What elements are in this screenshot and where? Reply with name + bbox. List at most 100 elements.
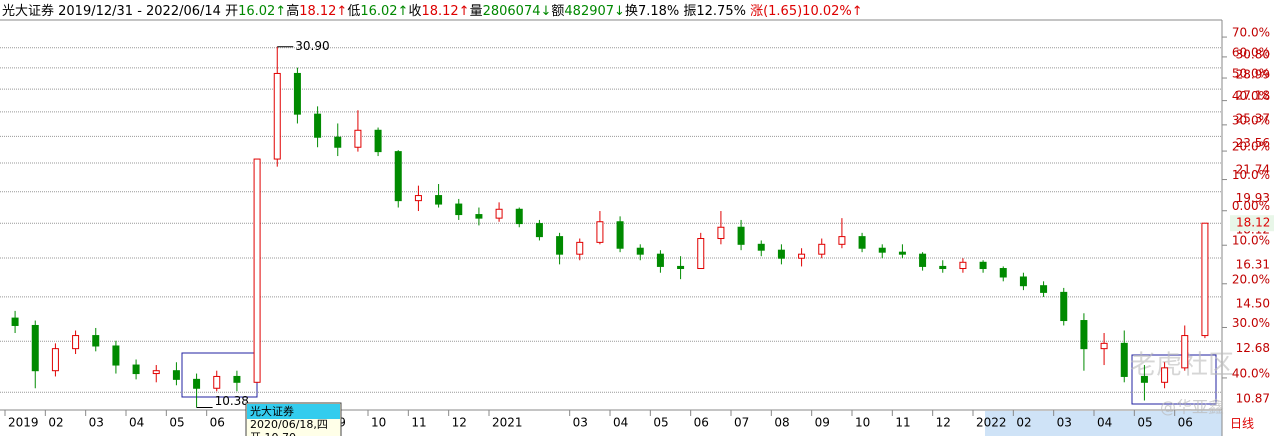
- candle-body: [193, 378, 201, 389]
- candle-body: [959, 261, 967, 270]
- x-tick-label: 12: [936, 416, 951, 430]
- max-label: 30.90: [295, 39, 329, 53]
- candle-body: [777, 249, 785, 259]
- x-tick-label: 2022: [976, 416, 1007, 430]
- candle-body: [1040, 285, 1048, 293]
- candle-body: [1100, 342, 1108, 350]
- y-tick-label: 25.37: [1236, 111, 1270, 125]
- y2-tick-label: 30.0%: [1232, 316, 1270, 330]
- candle-body: [1181, 335, 1189, 369]
- y2-tick-label: 60.0%: [1232, 45, 1270, 59]
- candle-body: [515, 208, 523, 225]
- candle-body: [414, 195, 422, 202]
- candle-body: [838, 236, 846, 245]
- y-tick-label: 10.87: [1236, 392, 1270, 406]
- x-tick-label: 05: [1137, 416, 1152, 430]
- x-tick-label: 2019: [8, 416, 39, 430]
- tooltip-title-bg: [247, 404, 340, 419]
- y2-tick-label: 50.0%: [1232, 67, 1270, 81]
- x-tick-label: 05: [169, 416, 184, 430]
- x-tick-label: 2021: [492, 416, 523, 430]
- y-tick-label: 21.74: [1236, 162, 1270, 176]
- x-tick-label: 11: [895, 416, 910, 430]
- selection-box: [1131, 354, 1217, 405]
- candle-body: [152, 370, 160, 375]
- x-tick-label: 05: [653, 416, 668, 430]
- candle-body: [535, 223, 543, 238]
- y-tick-label: 30.80: [1236, 47, 1270, 61]
- candle-body: [72, 335, 80, 350]
- candle-body: [878, 247, 886, 253]
- y-tick-label: 12.68: [1236, 341, 1270, 355]
- header-field: 18.12↑: [299, 4, 347, 19]
- candle-body: [394, 151, 402, 202]
- candle-body: [656, 253, 664, 267]
- candle-body: [979, 261, 987, 270]
- tooltip-line: 2020/06/18,四: [250, 418, 328, 431]
- tooltip-line: 光大证券: [250, 404, 294, 418]
- y2-tick-label: 70.0%: [1232, 26, 1270, 40]
- candle-body: [314, 113, 322, 138]
- last-price-bg: [1230, 215, 1274, 232]
- x-tick-label: 03: [1057, 416, 1072, 430]
- y2-tick-label: 40.0%: [1232, 366, 1270, 380]
- min-label: 10.38: [215, 394, 249, 408]
- header-field: 低: [347, 4, 360, 19]
- x-tick-label: 08: [774, 416, 789, 430]
- x-tick-label: 04: [613, 416, 628, 430]
- header-field: 16.02↑: [360, 4, 408, 19]
- header-field: 量: [470, 4, 483, 19]
- x-tick-label: 04: [129, 416, 144, 430]
- candle-body: [1161, 367, 1169, 383]
- candle-body: [1120, 342, 1128, 377]
- candle-body: [1201, 222, 1209, 337]
- x-tick-label: 02: [48, 416, 63, 430]
- y2-tick-label: 20.0%: [1232, 140, 1270, 154]
- candle-body: [233, 375, 241, 383]
- candle-body: [495, 208, 503, 219]
- y2-tick-label: 0.00%: [1232, 199, 1270, 213]
- x-tick-label: 03: [573, 416, 588, 430]
- candle-body: [596, 221, 604, 243]
- header-field: 换7.18% 振12.75%: [625, 4, 750, 19]
- candle-body: [112, 345, 120, 366]
- y-tick-label: 14.50: [1236, 296, 1270, 310]
- candle-body: [939, 265, 947, 270]
- y-tick-label: 28.99: [1236, 67, 1270, 81]
- header-field: 涨(1.65)10.02%↑: [750, 4, 863, 19]
- candle-body: [1019, 276, 1027, 287]
- candle-body: [293, 72, 301, 115]
- x-tick-label: 06: [694, 416, 709, 430]
- header-field: 高: [286, 3, 299, 19]
- candle-body: [818, 243, 826, 255]
- x-tick-label: 07: [734, 416, 749, 430]
- y-tick-label: 23.56: [1236, 136, 1270, 150]
- candle-body: [898, 251, 906, 255]
- y-tick-label: 27.18: [1236, 89, 1270, 103]
- header-field: 16.02↑: [238, 4, 286, 19]
- candle-body: [1140, 375, 1148, 383]
- candle-body: [475, 214, 483, 219]
- header-field: 18.12↑: [421, 4, 469, 19]
- last-price-label: 18.12: [1236, 216, 1270, 230]
- y2-tick-label: 20.0%: [1232, 272, 1270, 286]
- candle-body: [556, 236, 564, 255]
- y-tick-label: 16.31: [1236, 258, 1270, 272]
- candle-body: [616, 221, 624, 249]
- candle-body: [677, 265, 685, 270]
- header-field: 开: [225, 4, 238, 19]
- candle-body: [455, 203, 463, 216]
- candle-body: [1080, 320, 1088, 350]
- y2-tick-label: 10.0%: [1232, 234, 1270, 248]
- y2-tick-label: 30.0%: [1232, 113, 1270, 127]
- candle-body: [798, 253, 806, 259]
- x-tick-label: 02: [1016, 416, 1031, 430]
- candle-body: [354, 129, 362, 148]
- header-field: 收: [408, 4, 421, 19]
- candle-body: [999, 268, 1007, 278]
- x-tick-label: 10: [855, 416, 870, 430]
- candle-body: [576, 241, 584, 255]
